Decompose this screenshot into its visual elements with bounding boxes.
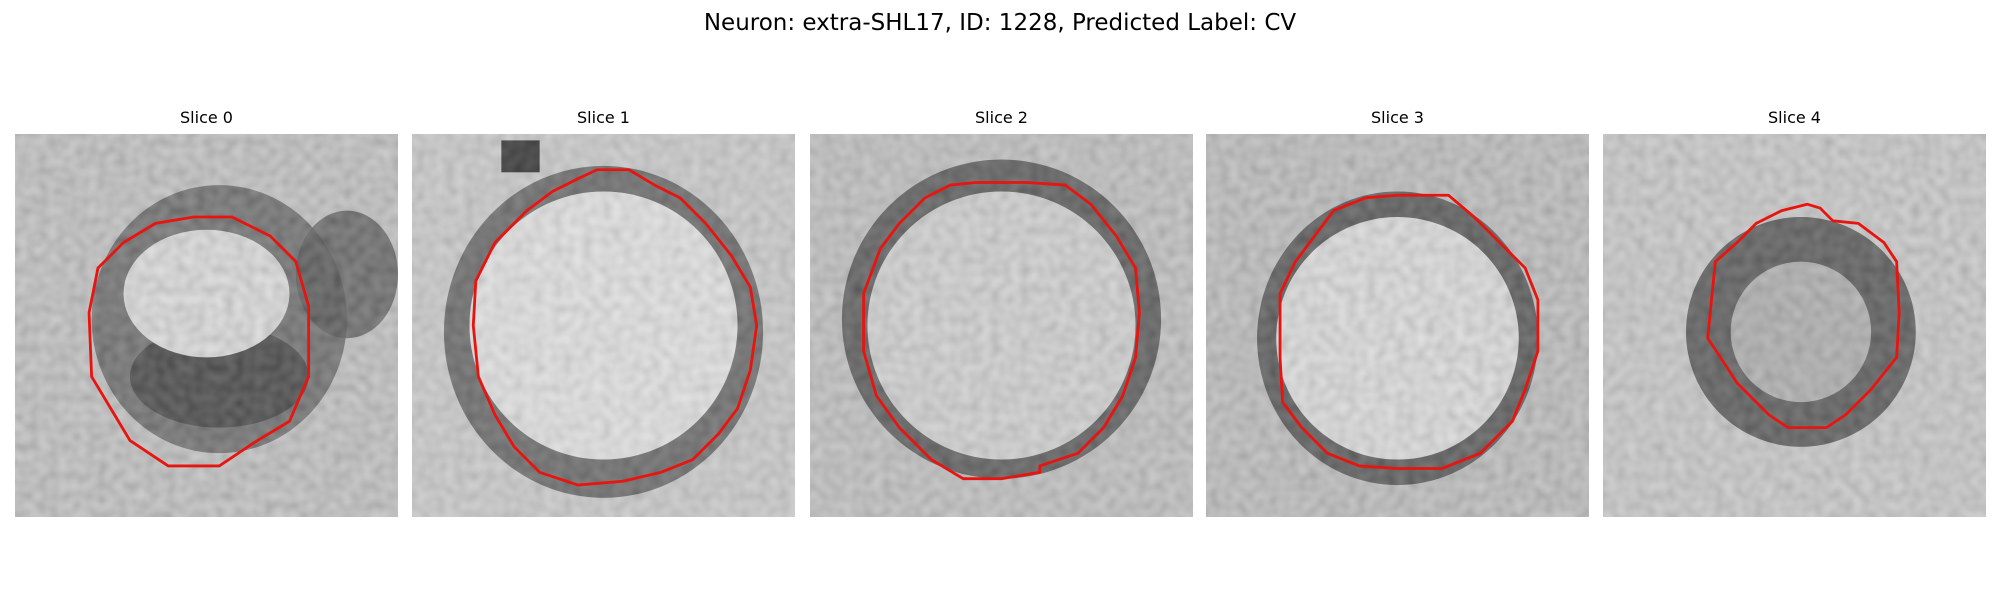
contour-outline-1 [471,168,759,487]
figure-title: Neuron: extra-SHL17, ID: 1228, Predicted… [703,10,1297,36]
contour-outline-2 [862,181,1141,481]
contour-outline-0 [87,215,311,468]
slice-image-4 [1603,134,1986,517]
slice-title-4: Slice 4 [1768,108,1821,127]
slice-image-0 [15,134,398,517]
slice-texture-4 [1603,134,1986,517]
slice-title-3: Slice 3 [1371,108,1424,127]
slice-panel-0: Slice 0 [15,108,398,517]
slice-texture-3 [1206,134,1589,517]
slice-title-2: Slice 2 [975,108,1028,127]
slice-panel-3: Slice 3 [1206,108,1589,517]
slice-texture-0 [15,134,398,517]
slice-image-3 [1206,134,1589,517]
slice-panel-1: Slice 1 [412,108,795,517]
slice-title-1: Slice 1 [577,108,630,127]
slice-image-1 [412,134,795,517]
slice-panel-2: Slice 2 [810,108,1193,517]
slice-texture-2 [810,134,1193,517]
slice-texture-1 [412,134,795,517]
contour-outline-4 [1706,202,1901,430]
slice-title-0: Slice 0 [180,108,233,127]
slice-image-2 [810,134,1193,517]
contour-outline-3 [1278,193,1540,470]
slice-panel-4: Slice 4 [1603,108,1986,517]
